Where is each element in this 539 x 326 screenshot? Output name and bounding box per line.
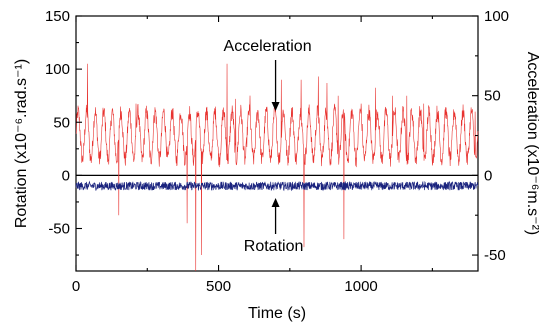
x-tick-label: 500 bbox=[206, 278, 231, 295]
annotation-rotation-arrowhead bbox=[271, 198, 280, 207]
series-layer bbox=[75, 63, 479, 272]
y-right-tick-label: -50 bbox=[484, 247, 506, 264]
series-line-acceleration bbox=[75, 63, 479, 272]
annotation-rotation: Rotation bbox=[244, 238, 304, 255]
series-line-rotation bbox=[75, 180, 479, 192]
y-right-tick-label: 100 bbox=[484, 8, 509, 25]
y-left-tick-label: 150 bbox=[45, 8, 70, 25]
y-left-tick-label: 50 bbox=[53, 114, 70, 131]
tick-layer: 0 500 1000 -50 0 50 100 150 -50 0 50 100 bbox=[45, 8, 509, 295]
x-tick-label: 0 bbox=[72, 278, 80, 295]
y-right-tick-label: 50 bbox=[484, 88, 501, 105]
y-left-tick-label: -50 bbox=[48, 221, 70, 238]
annotation-acceleration-arrowhead bbox=[271, 102, 280, 111]
x-axis-title: Time (s) bbox=[248, 305, 306, 322]
annotation-acceleration: Acceleration bbox=[224, 38, 312, 55]
y-left-tick-label: 100 bbox=[45, 61, 70, 78]
y-left-tick-label: 0 bbox=[62, 167, 70, 184]
plot-frame bbox=[75, 15, 479, 272]
x-tick-label: 1000 bbox=[344, 278, 377, 295]
y-right-tick-label: 0 bbox=[484, 167, 492, 184]
y-left-axis-title: Rotation (x10⁻⁶.rad.s⁻¹) bbox=[13, 59, 30, 228]
y-right-axis-title: Acceleration (x10⁻⁶m.s⁻²) bbox=[524, 52, 539, 236]
